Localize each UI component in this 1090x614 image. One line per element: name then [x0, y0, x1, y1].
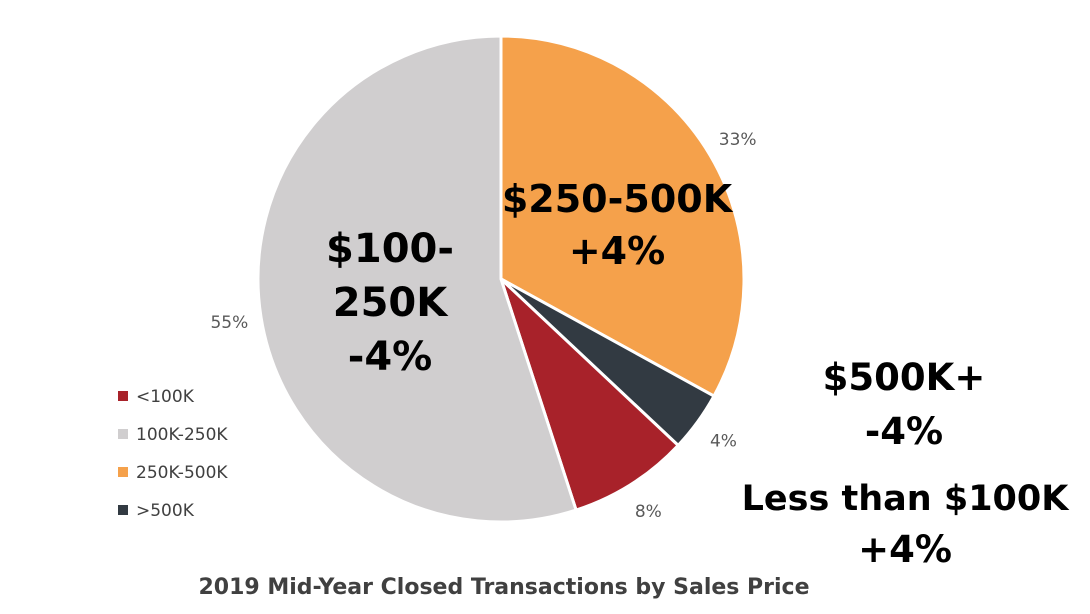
legend-swatch-gt-500k — [118, 505, 128, 515]
legend-swatch-250k-500k — [118, 467, 128, 477]
legend: <100K 100K-250K 250K-500K >500K — [118, 387, 228, 521]
pct-label-100k-250k: 55% — [210, 313, 248, 333]
callout-mid-range-line3: -4% — [348, 334, 433, 380]
chart-title: 2019 Mid-Year Closed Transactions by Sal… — [198, 575, 809, 600]
callout-top-range-line1: $500K+ — [823, 356, 986, 399]
callout-upper-range-line2: +4% — [569, 229, 665, 273]
percent-labels: 33% 4% 8% 55% — [210, 130, 756, 522]
callout-mid-range-line1: $100- — [326, 226, 454, 272]
pie-slice-100k-250k — [256, 34, 578, 524]
pie-slice-250k-500k — [499, 34, 746, 398]
callout-low-range-line1: Less than $100K — [742, 479, 1071, 519]
callout-low-range-line2: +4% — [858, 528, 952, 571]
legend-label-250k-500k: 250K-500K — [136, 463, 228, 483]
legend-swatch-lt-100k — [118, 391, 128, 401]
legend-label-100k-250k: 100K-250K — [136, 425, 228, 445]
pct-label-gt-500k: 4% — [710, 432, 737, 452]
pie-slices — [256, 34, 746, 524]
legend-label-lt-100k: <100K — [136, 387, 195, 407]
legend-label-gt-500k: >500K — [136, 501, 195, 521]
callout-upper-range-line1: $250-500K — [502, 177, 734, 221]
pie-slice-lt-100k — [499, 277, 680, 512]
pct-label-lt-100k: 8% — [635, 502, 662, 522]
pct-label-250k-500k: 33% — [719, 130, 757, 150]
callout-top-range-line2: -4% — [865, 410, 943, 453]
legend-swatch-100k-250k — [118, 429, 128, 439]
callout-mid-range-line2: 250K — [333, 280, 449, 326]
